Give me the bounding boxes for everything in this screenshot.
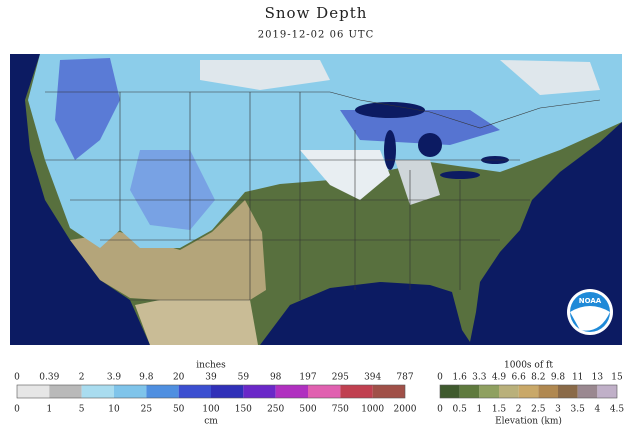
top-tick-label: 394: [364, 373, 381, 383]
bottom-tick-label: 1: [46, 405, 52, 415]
bottom-tick-label: 150: [235, 405, 252, 415]
top-tick-label: 6.6: [512, 373, 527, 383]
logo-gull: [570, 306, 610, 331]
color-swatch: [275, 385, 308, 398]
top-tick-label: 9.8: [551, 373, 566, 383]
top-tick-label: 295: [332, 373, 349, 383]
bottom-tick-label: 2000: [394, 405, 417, 415]
color-swatch: [440, 385, 460, 398]
lake-michigan: [384, 130, 396, 170]
bottom-tick-label: 3: [555, 405, 561, 415]
top-tick-label: 15: [611, 373, 623, 383]
color-swatch: [114, 385, 147, 398]
light-snow: [395, 160, 440, 205]
top-tick-label: 197: [299, 373, 316, 383]
mexico: [135, 300, 258, 345]
color-swatch: [81, 385, 114, 398]
color-swatch: [518, 385, 539, 398]
deep-snow-west: [55, 58, 120, 160]
color-swatch: [340, 385, 373, 398]
top-tick-label: 3.3: [472, 373, 487, 383]
bottom-tick-label: 25: [141, 405, 153, 415]
top-tick-label: 13: [592, 373, 604, 383]
title: Snow Depth: [265, 4, 368, 22]
bottom-tick-label: 1.5: [492, 405, 507, 415]
legend-unit: 1000s of ft: [504, 361, 553, 371]
color-swatch: [243, 385, 276, 398]
logo: NOAA: [567, 289, 613, 335]
legends: inchescm000.391253.9109.8252050391005915…: [14, 361, 624, 427]
light-snow: [200, 60, 330, 90]
color-swatch: [178, 385, 211, 398]
light-snow: [300, 150, 390, 200]
top-tick-label: 3.9: [107, 373, 122, 383]
bottom-tick-label: 10: [108, 405, 120, 415]
color-swatch: [17, 385, 50, 398]
bottom-tick-label: 2: [516, 405, 522, 415]
top-tick-label: 0.39: [39, 373, 59, 383]
colorbar-frame: [439, 384, 618, 399]
color-swatch: [499, 385, 519, 398]
top-tick-label: 0: [14, 373, 20, 383]
light-snow: [500, 60, 600, 95]
bottom-tick-label: 2.5: [531, 405, 546, 415]
top-tick-label: 9.8: [139, 373, 154, 383]
top-tick-label: 1.6: [453, 373, 468, 383]
color-swatch: [577, 385, 598, 398]
top-tick-label: 0: [437, 373, 443, 383]
deep-snow-lakes: [340, 110, 500, 145]
bottom-tick-label: 4.5: [610, 405, 625, 415]
top-tick-label: 20: [173, 373, 185, 383]
color-swatch: [372, 385, 405, 398]
color-swatch: [308, 385, 341, 398]
bottom-tick-label: 750: [332, 405, 349, 415]
color-swatch: [538, 385, 558, 398]
colorbar-frame: [16, 384, 406, 399]
bottom-tick-label: 1000: [361, 405, 384, 415]
top-tick-label: 8.2: [531, 373, 545, 383]
bottom-tick-label: 5: [79, 405, 85, 415]
top-tick-label: 4.9: [492, 373, 507, 383]
borders: [45, 91, 601, 301]
deep-snow-rockies: [130, 150, 215, 230]
map: NOAA: [10, 54, 622, 345]
top-tick-label: 11: [572, 373, 583, 383]
color-swatch: [479, 385, 499, 398]
top-tick-label: 59: [238, 373, 250, 383]
color-swatch: [211, 385, 244, 398]
legend-unit: Elevation (km): [495, 416, 562, 427]
legend-unit: cm: [204, 417, 218, 427]
lake-erie: [440, 171, 480, 179]
color-swatch: [597, 385, 617, 398]
color-swatch: [49, 385, 82, 398]
bottom-tick-label: 50: [173, 405, 185, 415]
subtitle: 2019-12-02 06 UTC: [258, 30, 375, 41]
bottom-tick-label: 100: [202, 405, 219, 415]
color-swatch: [558, 385, 578, 398]
top-tick-label: 98: [270, 373, 282, 383]
bottom-tick-label: 1: [476, 405, 482, 415]
top-tick-label: 39: [205, 373, 217, 383]
bottom-tick-label: 0: [437, 405, 443, 415]
bottom-tick-label: 0: [14, 405, 20, 415]
top-tick-label: 787: [396, 373, 413, 383]
lake-superior: [355, 102, 425, 118]
color-swatch: [146, 385, 179, 398]
bottom-tick-label: 3.5: [571, 405, 586, 415]
southwest: [70, 200, 266, 300]
bottom-tick-label: 4: [594, 405, 600, 415]
logo-text: NOAA: [579, 297, 602, 305]
bottom-tick-label: 500: [299, 405, 316, 415]
top-tick-label: 2: [79, 373, 85, 383]
legend-unit: inches: [196, 361, 226, 371]
bottom-tick-label: 0.5: [453, 405, 468, 415]
color-swatch: [459, 385, 480, 398]
lake-huron: [418, 133, 442, 157]
bottom-tick-label: 250: [267, 405, 284, 415]
